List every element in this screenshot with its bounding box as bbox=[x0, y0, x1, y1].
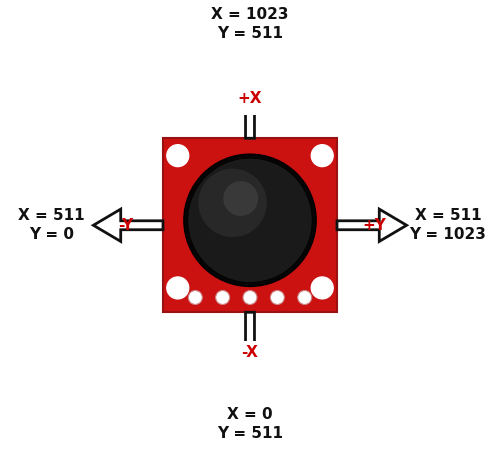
Circle shape bbox=[198, 169, 267, 237]
Circle shape bbox=[188, 158, 312, 283]
Text: +X: +X bbox=[238, 91, 262, 106]
Text: X = 0
Y = 511: X = 0 Y = 511 bbox=[217, 407, 283, 441]
Circle shape bbox=[184, 154, 316, 286]
Text: X = 511
Y = 1023: X = 511 Y = 1023 bbox=[410, 208, 486, 242]
Text: -Y: -Y bbox=[118, 218, 134, 233]
Circle shape bbox=[312, 277, 333, 299]
Circle shape bbox=[167, 145, 188, 167]
Text: -X: -X bbox=[242, 344, 258, 359]
FancyBboxPatch shape bbox=[163, 138, 337, 312]
Circle shape bbox=[216, 291, 230, 304]
Text: +Y: +Y bbox=[362, 218, 386, 233]
Polygon shape bbox=[94, 209, 163, 242]
Polygon shape bbox=[234, 64, 266, 138]
Circle shape bbox=[298, 291, 312, 304]
Polygon shape bbox=[234, 312, 266, 384]
Text: X = 511
Y = 0: X = 511 Y = 0 bbox=[18, 208, 84, 242]
Circle shape bbox=[312, 145, 333, 167]
Circle shape bbox=[188, 291, 202, 304]
Text: X = 1023
Y = 511: X = 1023 Y = 511 bbox=[211, 7, 289, 40]
Polygon shape bbox=[337, 209, 406, 242]
Circle shape bbox=[167, 277, 188, 299]
Circle shape bbox=[224, 181, 258, 216]
Circle shape bbox=[243, 291, 257, 304]
Circle shape bbox=[270, 291, 284, 304]
